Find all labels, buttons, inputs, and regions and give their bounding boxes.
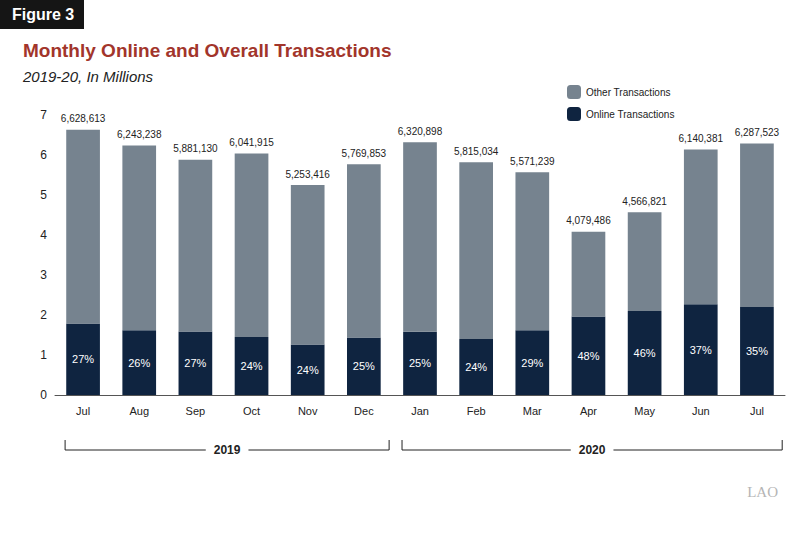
svg-text:2: 2: [40, 308, 47, 322]
svg-text:Jul: Jul: [76, 405, 90, 417]
svg-text:5,881,130: 5,881,130: [173, 143, 218, 154]
svg-text:2020: 2020: [579, 443, 606, 457]
svg-text:25%: 25%: [409, 357, 431, 369]
svg-text:24%: 24%: [297, 364, 319, 376]
svg-text:6,287,523: 6,287,523: [735, 127, 780, 138]
svg-text:2019: 2019: [214, 443, 241, 457]
svg-text:Monthly Online and Overall Tra: Monthly Online and Overall Transactions: [23, 40, 391, 61]
svg-text:6,628,613: 6,628,613: [61, 113, 106, 124]
svg-text:LAO: LAO: [747, 484, 778, 500]
svg-text:7: 7: [40, 108, 47, 122]
svg-text:29%: 29%: [521, 357, 543, 369]
svg-text:Online Transactions: Online Transactions: [586, 109, 674, 120]
svg-text:4,079,486: 4,079,486: [566, 215, 611, 226]
svg-text:5,253,416: 5,253,416: [285, 169, 330, 180]
svg-text:5,815,034: 5,815,034: [454, 146, 499, 157]
svg-text:24%: 24%: [465, 361, 487, 373]
svg-text:Jun: Jun: [692, 405, 710, 417]
svg-text:5,571,239: 5,571,239: [510, 156, 555, 167]
svg-text:0: 0: [40, 388, 47, 402]
svg-text:4,566,821: 4,566,821: [622, 196, 667, 207]
svg-text:May: May: [634, 405, 655, 417]
svg-text:27%: 27%: [72, 353, 94, 365]
svg-text:6,140,381: 6,140,381: [679, 133, 724, 144]
svg-text:26%: 26%: [128, 357, 150, 369]
svg-text:Oct: Oct: [243, 405, 260, 417]
svg-text:35%: 35%: [746, 345, 768, 357]
svg-text:Aug: Aug: [129, 405, 149, 417]
svg-text:37%: 37%: [690, 344, 712, 356]
svg-text:Dec: Dec: [354, 405, 374, 417]
svg-text:Sep: Sep: [186, 405, 206, 417]
svg-text:Feb: Feb: [467, 405, 486, 417]
svg-text:Figure 3: Figure 3: [12, 6, 74, 23]
svg-text:4: 4: [40, 228, 47, 242]
svg-text:5,769,853: 5,769,853: [342, 148, 387, 159]
svg-text:2019-20, In Millions: 2019-20, In Millions: [22, 68, 154, 85]
svg-text:Apr: Apr: [580, 405, 597, 417]
svg-text:3: 3: [40, 268, 47, 282]
svg-text:25%: 25%: [353, 360, 375, 372]
svg-text:46%: 46%: [634, 347, 656, 359]
svg-text:6,041,915: 6,041,915: [229, 137, 274, 148]
svg-text:5: 5: [40, 188, 47, 202]
svg-text:Jan: Jan: [411, 405, 429, 417]
svg-text:Other Transactions: Other Transactions: [586, 87, 670, 98]
svg-text:Mar: Mar: [523, 405, 542, 417]
svg-text:Jul: Jul: [750, 405, 764, 417]
svg-text:Nov: Nov: [298, 405, 318, 417]
svg-text:6,320,898: 6,320,898: [398, 126, 443, 137]
svg-text:6,243,238: 6,243,238: [117, 129, 162, 140]
svg-text:48%: 48%: [577, 350, 599, 362]
svg-text:6: 6: [40, 148, 47, 162]
svg-text:27%: 27%: [184, 357, 206, 369]
svg-text:24%: 24%: [241, 360, 263, 372]
svg-text:1: 1: [40, 348, 47, 362]
